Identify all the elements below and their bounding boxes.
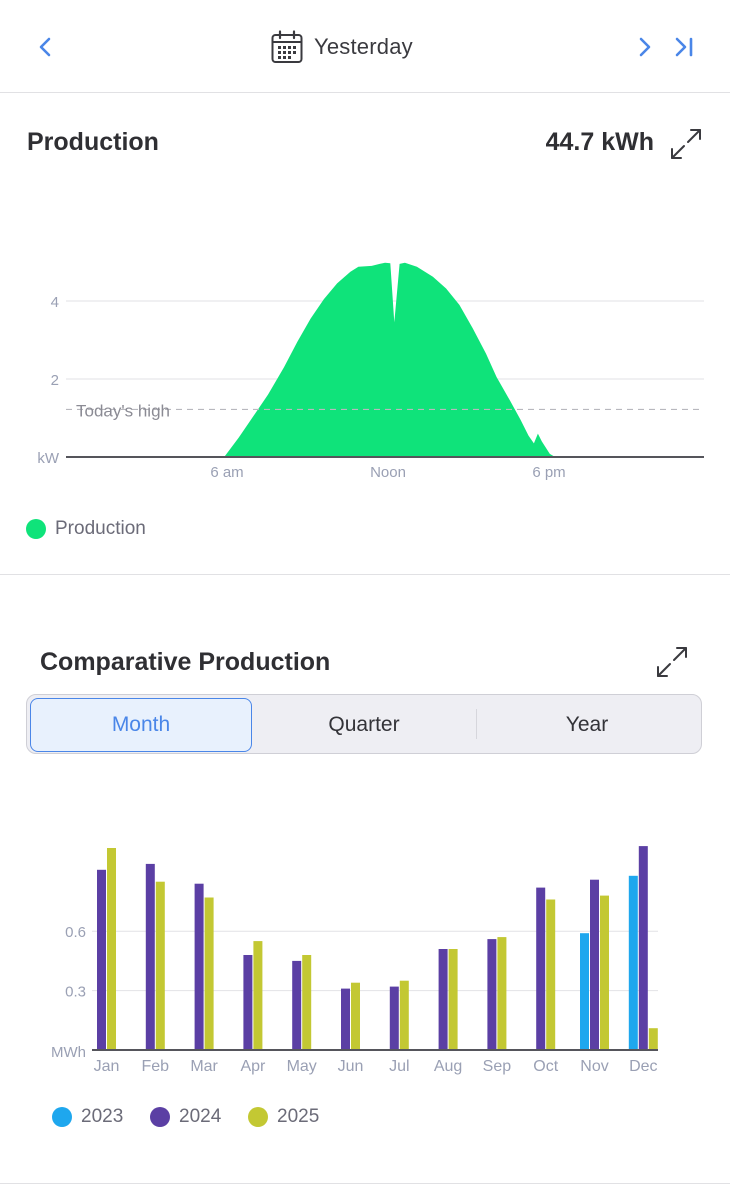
section-divider [0, 574, 730, 575]
previous-day-button[interactable] [28, 28, 64, 66]
bar-2024-sep [487, 939, 497, 1050]
legend-dot [248, 1107, 268, 1127]
x-tick-label: 6 am [210, 464, 243, 481]
bar-2024-jun [341, 988, 350, 1050]
expand-production-button[interactable] [668, 126, 704, 162]
bar-2024-jul [389, 986, 399, 1050]
legend-label: 2024 [179, 1106, 222, 1127]
tab-month[interactable]: Month [30, 698, 252, 752]
x-tick-label: Sep [483, 1058, 512, 1075]
legend-2023: 2023 [52, 1106, 123, 1128]
tab-quarter[interactable]: Quarter [328, 713, 400, 736]
x-tick-label: Dec [629, 1058, 657, 1075]
legend-2024: 2024 [150, 1106, 221, 1128]
last-day-button[interactable] [666, 28, 702, 66]
x-tick-label: Jun [338, 1058, 364, 1075]
segment-divider [476, 709, 477, 739]
chevron-right-icon [639, 37, 651, 57]
next-day-button[interactable] [626, 28, 662, 66]
bar-2025-jul [399, 980, 409, 1050]
production-area [224, 262, 556, 457]
y-tick-label: 0.3 [65, 984, 86, 1001]
bar-2025-jun [351, 982, 360, 1050]
date-label: Yesterday [314, 34, 413, 59]
bar-2025-sep [497, 937, 507, 1050]
bar-2025-feb [155, 881, 165, 1050]
legend-2025: 2025 [248, 1106, 319, 1128]
bar-2025-oct [546, 899, 556, 1050]
x-tick-label: Nov [580, 1058, 608, 1075]
period-segmented-control: Month Quarter Year [26, 694, 702, 754]
comparative-production-title: Comparative Production [40, 648, 331, 676]
bar-2024-dec [638, 846, 648, 1050]
bar-2023-dec [628, 875, 638, 1050]
expand-comparative-button[interactable] [654, 644, 690, 680]
x-tick-label: Mar [190, 1058, 218, 1075]
bar-2024-may [292, 960, 302, 1050]
production-title: Production [27, 128, 159, 156]
x-tick-label: Aug [434, 1058, 462, 1075]
expand-icon [671, 129, 701, 159]
todays-high-label: Today's high [76, 401, 170, 420]
bar-2024-mar [194, 883, 204, 1050]
production-chart: Today's high 4 2 kW 6 am Noon 6 pm [37, 262, 704, 481]
bar-2024-jan [97, 869, 106, 1050]
y-unit-label: MWh [51, 1044, 86, 1061]
bar-2024-oct [536, 887, 546, 1050]
x-tick-label: Oct [533, 1058, 558, 1075]
bar-2024-aug [438, 949, 448, 1050]
bar-2025-mar [204, 897, 214, 1050]
bar-2024-apr [243, 955, 253, 1050]
x-tick-label: Apr [240, 1058, 266, 1075]
legend-production: Production [26, 518, 146, 540]
bar-2025-nov [600, 895, 609, 1050]
legend-label: 2023 [81, 1106, 124, 1127]
section-divider [0, 1183, 730, 1184]
date-picker[interactable]: Yesterday [270, 30, 413, 64]
calendar-icon [271, 30, 303, 63]
tab-year[interactable]: Year [565, 713, 609, 736]
bar-2025-dec [648, 1028, 658, 1050]
bar-2025-aug [448, 949, 458, 1050]
bar-2025-jan [107, 848, 116, 1050]
x-tick-label: Feb [142, 1058, 170, 1075]
y-tick-label: 4 [51, 294, 59, 311]
production-total: 44.7 kWh [545, 128, 654, 156]
y-tick-label: 2 [51, 372, 59, 389]
y-tick-label: 0.6 [65, 924, 86, 941]
legend-label: Production [55, 518, 146, 539]
bar-2024-feb [145, 863, 155, 1050]
x-tick-label: 6 pm [532, 464, 565, 481]
bar-2024-nov [590, 879, 599, 1050]
x-tick-label: Noon [370, 464, 406, 481]
bar-2025-apr [253, 941, 263, 1050]
legend-dot [52, 1107, 72, 1127]
skip-to-end-icon [675, 37, 693, 57]
legend-dot [26, 519, 46, 539]
x-tick-label: May [287, 1058, 317, 1075]
legend-label: 2025 [277, 1106, 320, 1127]
chevron-left-icon [39, 37, 51, 57]
expand-icon [657, 647, 687, 677]
legend-dot [150, 1107, 170, 1127]
y-unit-label: kW [37, 450, 60, 467]
x-tick-label: Jan [94, 1058, 120, 1075]
date-navigation-bar: Yesterday [0, 0, 730, 93]
bar-2025-may [302, 955, 312, 1050]
x-tick-label: Jul [389, 1058, 409, 1075]
bar-2023-nov [580, 933, 589, 1050]
